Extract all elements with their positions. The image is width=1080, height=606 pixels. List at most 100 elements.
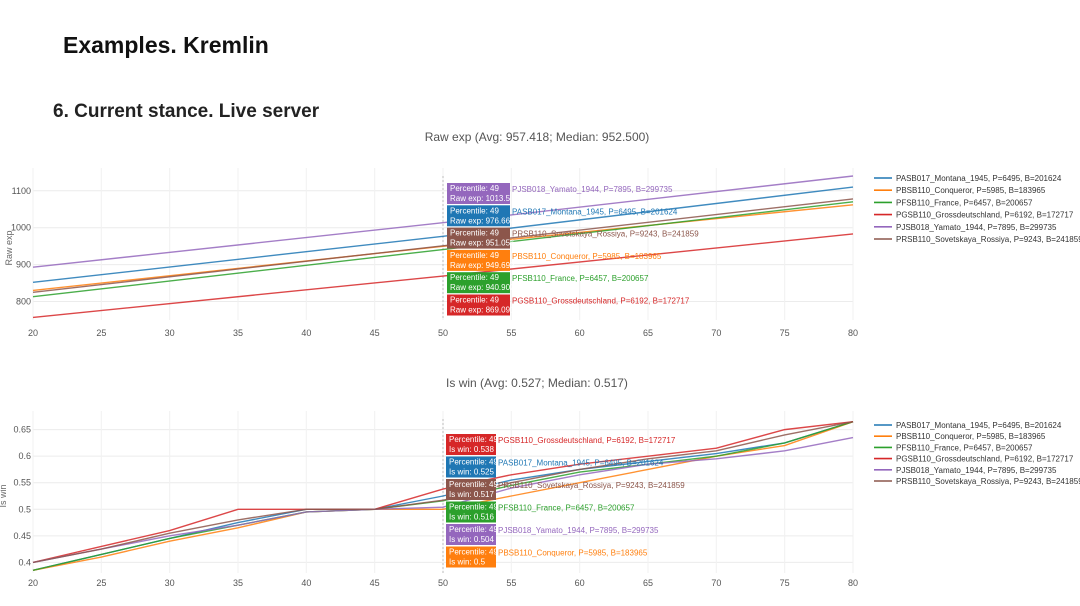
legend-label[interactable]: PBSB110_Conqueror, P=5985, B=183965 — [896, 432, 1046, 441]
tooltip-value: Raw exp: 1013.5 — [450, 194, 511, 203]
tooltip-value: Is win: 0.516 — [449, 513, 494, 522]
x-tick-label: 30 — [165, 328, 175, 338]
x-tick-label: 80 — [848, 328, 858, 338]
hover-tooltip-box — [447, 227, 510, 249]
tooltip-series-name: PJSB018_Yamato_1944, P=7895, B=299735 — [512, 185, 673, 194]
chart-title: Raw exp (Avg: 957.418; Median: 952.500) — [425, 130, 650, 144]
x-tick-label: 45 — [370, 328, 380, 338]
tooltip-series-name: PGSB110_Grossdeutschland, P=6192, B=1727… — [498, 436, 676, 445]
series-line[interactable] — [32, 420, 854, 564]
y-tick-label: 1000 — [11, 223, 31, 233]
hover-tooltip-box — [446, 501, 496, 523]
hover-tooltip-box — [447, 249, 510, 271]
x-tick-label: 40 — [301, 578, 311, 588]
tooltip-value: Raw exp: 951.056 — [450, 239, 515, 248]
y-axis-label: Raw exp — [4, 230, 14, 265]
tooltip-series-name: PASB017_Montana_1945, P=6495, B=201624 — [498, 459, 664, 468]
tooltip-percentile: Percentile: 49 — [450, 206, 499, 215]
slide-title: Examples. Kremlin — [63, 32, 269, 58]
series-line[interactable] — [32, 198, 854, 294]
slide-subtitle: 6. Current stance. Live server — [53, 101, 320, 122]
x-tick-label: 30 — [165, 578, 175, 588]
x-tick-label: 75 — [780, 328, 790, 338]
y-tick-label: 0.5 — [18, 504, 31, 514]
y-tick-label: 0.55 — [13, 478, 31, 488]
x-tick-label: 40 — [301, 328, 311, 338]
x-tick-label: 55 — [506, 328, 516, 338]
tooltip-percentile: Percentile: 49 — [449, 525, 498, 534]
series-line[interactable] — [32, 420, 854, 564]
tooltip-percentile: Percentile: 49 — [450, 184, 499, 193]
tooltip-percentile: Percentile: 49 — [449, 480, 498, 489]
hover-tooltip-box — [446, 524, 496, 545]
tooltip-percentile: Percentile: 49 — [449, 435, 498, 444]
legend-label[interactable]: PJSB018_Yamato_1944, P=7895, B=299735 — [896, 223, 1057, 232]
legend-label[interactable]: PFSB110_France, P=6457, B=200657 — [896, 198, 1033, 207]
x-tick-label: 60 — [575, 578, 585, 588]
tooltip-series-name: PRSB110_Sovetskaya_Rossiya, P=9243, B=24… — [498, 481, 685, 490]
legend-label[interactable]: PRSB110_Sovetskaya_Rossiya, P=9243, B=24… — [896, 235, 1080, 244]
tooltip-series-name: PJSB018_Yamato_1944, P=7895, B=299735 — [498, 526, 659, 535]
hover-tooltip-box — [446, 434, 496, 455]
x-tick-label: 45 — [370, 578, 380, 588]
series-line[interactable] — [32, 201, 854, 298]
tooltip-series-name: PBSB110_Conqueror, P=5985, B=183965 — [512, 252, 662, 261]
y-tick-label: 900 — [16, 260, 31, 270]
series-line[interactable] — [32, 436, 854, 564]
x-tick-label: 35 — [233, 578, 243, 588]
y-tick-label: 800 — [16, 297, 31, 307]
legend-label[interactable]: PBSB110_Conqueror, P=5985, B=183965 — [896, 186, 1046, 195]
legend-label[interactable]: PRSB110_Sovetskaya_Rossiya, P=9243, B=24… — [896, 477, 1080, 486]
tooltip-value: Raw exp: 869.091 — [450, 306, 515, 315]
chart-title: Is win (Avg: 0.527; Median: 0.517) — [446, 376, 628, 390]
tooltip-value: Is win: 0.525 — [449, 468, 494, 477]
hover-tooltip-box — [446, 546, 496, 568]
y-tick-label: 0.65 — [13, 425, 31, 435]
tooltip-series-name: PFSB110_France, P=6457, B=200657 — [498, 504, 635, 513]
x-tick-label: 65 — [643, 578, 653, 588]
x-tick-label: 70 — [711, 328, 721, 338]
hover-tooltip-box — [446, 456, 496, 478]
y-axis-label: Is win — [0, 484, 8, 507]
y-tick-label: 0.4 — [18, 557, 31, 567]
tooltip-percentile: Percentile: 49 — [449, 458, 498, 467]
hover-tooltip-box — [447, 294, 510, 316]
series-line[interactable] — [32, 233, 854, 319]
hover-tooltip-box — [447, 183, 510, 204]
tooltip-value: Is win: 0.504 — [449, 535, 494, 544]
legend-label[interactable]: PGSB110_Grossdeutschland, P=6192, B=1727… — [896, 211, 1074, 220]
tooltip-value: Raw exp: 976.667 — [450, 216, 515, 225]
series-line[interactable] — [32, 175, 854, 268]
tooltip-percentile: Percentile: 49 — [449, 548, 498, 557]
series-line[interactable] — [32, 186, 854, 284]
tooltip-value: Raw exp: 949.692 — [450, 261, 515, 270]
hover-tooltip-box — [447, 205, 510, 227]
y-tick-label: 1100 — [12, 186, 31, 196]
tooltip-value: Is win: 0.5 — [449, 558, 486, 567]
y-tick-label: 0.6 — [18, 451, 31, 461]
x-tick-label: 20 — [28, 328, 38, 338]
legend-label[interactable]: PGSB110_Grossdeutschland, P=6192, B=1727… — [896, 455, 1074, 464]
hover-tooltip-box — [447, 272, 510, 294]
x-tick-label: 80 — [848, 578, 858, 588]
legend-label[interactable]: PASB017_Montana_1945, P=6495, B=201624 — [896, 421, 1062, 430]
tooltip-value: Raw exp: 940.902 — [450, 283, 515, 292]
x-tick-label: 50 — [438, 328, 448, 338]
x-tick-label: 35 — [233, 328, 243, 338]
x-tick-label: 20 — [28, 578, 38, 588]
x-tick-label: 25 — [96, 328, 106, 338]
tooltip-percentile: Percentile: 49 — [450, 229, 499, 238]
x-tick-label: 65 — [643, 328, 653, 338]
tooltip-series-name: PASB017_Montana_1945, P=6495, B=201624 — [512, 207, 678, 216]
x-tick-label: 55 — [506, 578, 516, 588]
tooltip-percentile: Percentile: 49 — [450, 251, 499, 260]
legend-label[interactable]: PJSB018_Yamato_1944, P=7895, B=299735 — [896, 466, 1057, 475]
x-tick-label: 60 — [575, 328, 585, 338]
legend-label[interactable]: PASB017_Montana_1945, P=6495, B=201624 — [896, 174, 1062, 183]
y-tick-label: 0.45 — [13, 531, 31, 541]
tooltip-percentile: Percentile: 49 — [450, 273, 499, 282]
legend-label[interactable]: PFSB110_France, P=6457, B=200657 — [896, 443, 1033, 452]
tooltip-percentile: Percentile: 49 — [449, 503, 498, 512]
tooltip-series-name: PFSB110_France, P=6457, B=200657 — [512, 274, 649, 283]
